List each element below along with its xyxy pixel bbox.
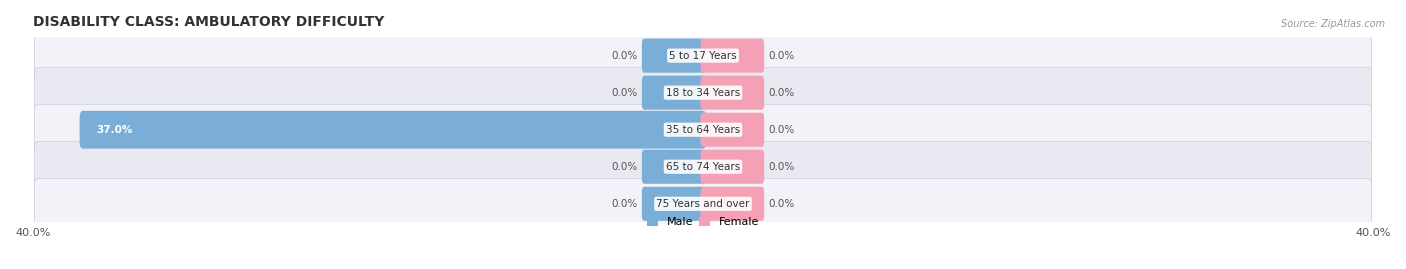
Legend: Male, Female: Male, Female	[643, 212, 763, 232]
Text: 18 to 34 Years: 18 to 34 Years	[666, 88, 740, 98]
Text: Source: ZipAtlas.com: Source: ZipAtlas.com	[1281, 19, 1385, 29]
Text: 35 to 64 Years: 35 to 64 Years	[666, 125, 740, 135]
FancyBboxPatch shape	[700, 38, 765, 73]
FancyBboxPatch shape	[80, 111, 706, 148]
Text: 37.0%: 37.0%	[97, 125, 132, 135]
FancyBboxPatch shape	[34, 105, 1372, 155]
FancyBboxPatch shape	[700, 187, 765, 221]
FancyBboxPatch shape	[641, 76, 706, 110]
Text: 0.0%: 0.0%	[612, 162, 638, 172]
Text: 0.0%: 0.0%	[768, 51, 794, 61]
FancyBboxPatch shape	[34, 141, 1372, 192]
Text: 0.0%: 0.0%	[612, 88, 638, 98]
FancyBboxPatch shape	[641, 187, 706, 221]
FancyBboxPatch shape	[34, 179, 1372, 229]
Text: 0.0%: 0.0%	[768, 88, 794, 98]
Text: 0.0%: 0.0%	[612, 199, 638, 209]
FancyBboxPatch shape	[641, 38, 706, 73]
FancyBboxPatch shape	[700, 76, 765, 110]
Text: 5 to 17 Years: 5 to 17 Years	[669, 51, 737, 61]
Text: 0.0%: 0.0%	[612, 51, 638, 61]
FancyBboxPatch shape	[34, 30, 1372, 81]
Text: 0.0%: 0.0%	[768, 125, 794, 135]
FancyBboxPatch shape	[700, 150, 765, 184]
FancyBboxPatch shape	[641, 150, 706, 184]
Text: 75 Years and over: 75 Years and over	[657, 199, 749, 209]
Text: DISABILITY CLASS: AMBULATORY DIFFICULTY: DISABILITY CLASS: AMBULATORY DIFFICULTY	[32, 15, 384, 29]
FancyBboxPatch shape	[34, 68, 1372, 118]
FancyBboxPatch shape	[700, 113, 765, 147]
Text: 65 to 74 Years: 65 to 74 Years	[666, 162, 740, 172]
Text: 0.0%: 0.0%	[768, 199, 794, 209]
Text: 0.0%: 0.0%	[768, 162, 794, 172]
